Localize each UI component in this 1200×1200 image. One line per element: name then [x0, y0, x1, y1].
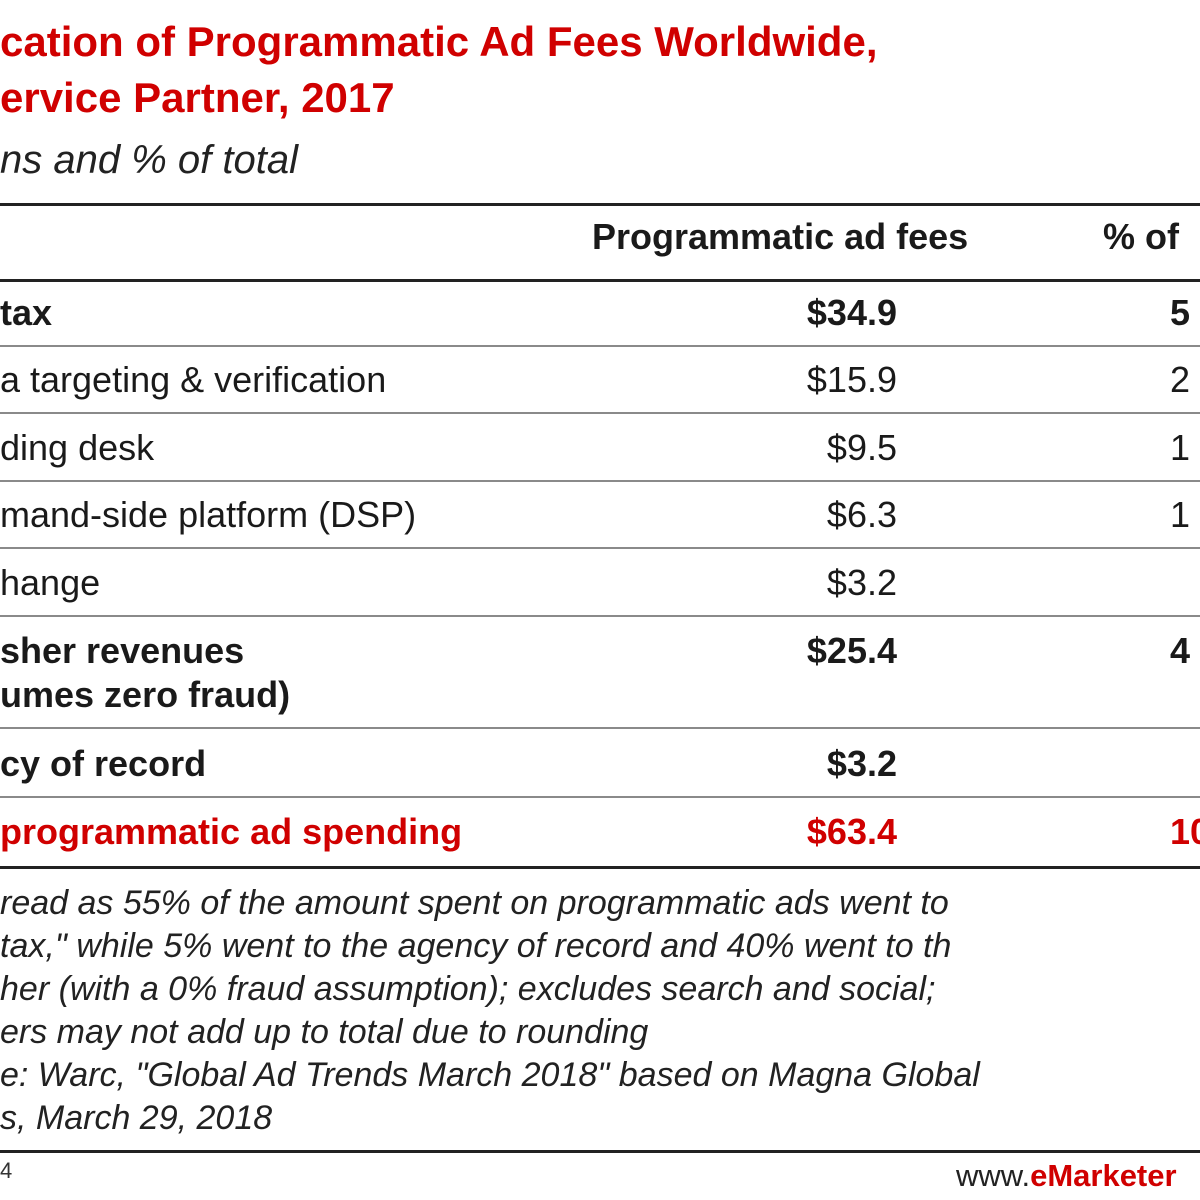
note-line-2: tax," while 5% went to the agency of rec…	[0, 927, 952, 965]
table-bottom-rule	[0, 866, 1200, 869]
row-pct-value: 1	[1170, 494, 1191, 535]
row-divider	[0, 345, 1200, 347]
row-fee-value: $15.9	[806, 359, 897, 400]
footer-brand: www.eMarketer	[956, 1158, 1177, 1194]
row-fee-value: $9.5	[826, 427, 897, 468]
column-header-fees: Programmatic ad fees	[592, 216, 969, 257]
row-label: mand-side platform (DSP)	[0, 494, 417, 535]
row-label: ding desk	[0, 427, 155, 468]
source-line-1: e: Warc, "Global Ad Trends March 2018" b…	[0, 1056, 980, 1094]
row-divider	[0, 412, 1200, 414]
header-bottom-rule	[0, 279, 1200, 282]
row-fee-value: $6.3	[826, 494, 897, 535]
footer-rule	[0, 1150, 1200, 1153]
chart-note: read as 55% of the amount spent on progr…	[0, 882, 1200, 1140]
row-fee-value: $25.4	[806, 630, 897, 671]
row-label: a targeting & verification	[0, 359, 387, 400]
row-label: hange	[0, 562, 101, 603]
row-divider	[0, 796, 1200, 798]
row-pct-value: 4	[1170, 630, 1191, 671]
row-label: sher revenues	[0, 630, 245, 671]
row-label: cy of record	[0, 743, 207, 784]
row-pct-value: 10	[1170, 811, 1200, 852]
row-fee-value: $3.2	[826, 743, 897, 784]
row-divider	[0, 547, 1200, 549]
row-divider	[0, 615, 1200, 617]
chart-title-line-1: cation of Programmatic Ad Fees Worldwide…	[0, 18, 878, 65]
table-top-rule	[0, 203, 1200, 206]
row-label: tax	[0, 292, 53, 333]
row-divider	[0, 480, 1200, 482]
row-divider	[0, 727, 1200, 729]
chart-title: cation of Programmatic Ad Fees Worldwide…	[0, 14, 1200, 126]
footer-chart-id: 4	[0, 1158, 13, 1183]
row-fee-value: $3.2	[826, 562, 897, 603]
note-line-3: her (with a 0% fraud assumption); exclud…	[0, 970, 936, 1008]
footer-brand-prefix: www.	[956, 1158, 1031, 1193]
row-pct-value: 1	[1170, 427, 1191, 468]
note-line-4: ers may not add up to total due to round…	[0, 1013, 649, 1051]
footer-brand-name: eMarketer	[1030, 1158, 1177, 1193]
row-fee-value: $63.4	[806, 811, 897, 852]
row-fee-value: $34.9	[806, 292, 897, 333]
row-label: programmatic ad spending	[0, 811, 463, 852]
column-header-pct: % of	[1103, 216, 1179, 257]
chart-title-line-2: ervice Partner, 2017	[0, 74, 395, 121]
chart-subtitle: ns and % of total	[0, 138, 298, 182]
row-pct-value: 2	[1170, 359, 1191, 400]
row-label-continued: umes zero fraud)	[0, 674, 291, 715]
row-pct-value: 5	[1170, 292, 1191, 333]
source-line-2: s, March 29, 2018	[0, 1099, 273, 1137]
note-line-1: read as 55% of the amount spent on progr…	[0, 884, 949, 922]
